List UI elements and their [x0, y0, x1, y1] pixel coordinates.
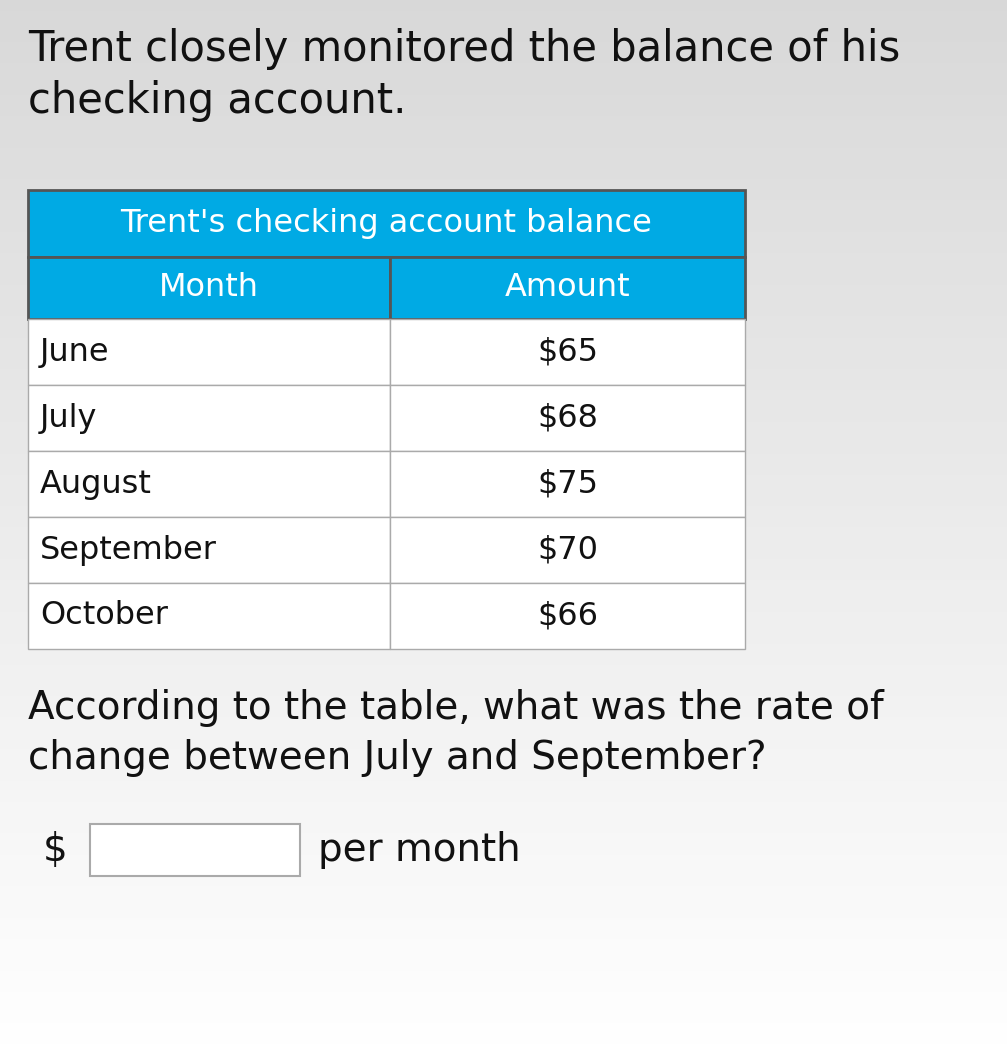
- Bar: [28, 257, 390, 319]
- Bar: [390, 257, 745, 319]
- Text: $65: $65: [537, 337, 598, 367]
- Text: per month: per month: [318, 831, 521, 869]
- Text: $: $: [42, 831, 67, 869]
- Bar: [390, 385, 745, 450]
- Bar: [28, 190, 745, 257]
- Bar: [28, 450, 390, 517]
- Bar: [28, 583, 390, 649]
- Text: According to the table, what was the rate of
change between July and September?: According to the table, what was the rat…: [28, 689, 884, 776]
- Bar: [90, 824, 300, 876]
- Bar: [28, 319, 390, 385]
- Text: July: July: [40, 403, 98, 434]
- Text: Amount: Amount: [505, 272, 630, 304]
- Text: $68: $68: [537, 403, 598, 434]
- Bar: [390, 583, 745, 649]
- Text: $66: $66: [537, 600, 598, 632]
- Text: Trent's checking account balance: Trent's checking account balance: [121, 208, 653, 239]
- Text: $70: $70: [537, 535, 598, 565]
- Text: June: June: [40, 337, 110, 367]
- Bar: [390, 319, 745, 385]
- Bar: [28, 385, 390, 450]
- Bar: [390, 450, 745, 517]
- Bar: [390, 517, 745, 583]
- Text: Month: Month: [159, 272, 259, 304]
- Text: Trent closely monitored the balance of his
checking account.: Trent closely monitored the balance of h…: [28, 28, 900, 122]
- Text: August: August: [40, 468, 152, 499]
- Text: September: September: [40, 535, 217, 565]
- Bar: [28, 517, 390, 583]
- Text: $75: $75: [537, 468, 598, 499]
- Text: October: October: [40, 600, 168, 632]
